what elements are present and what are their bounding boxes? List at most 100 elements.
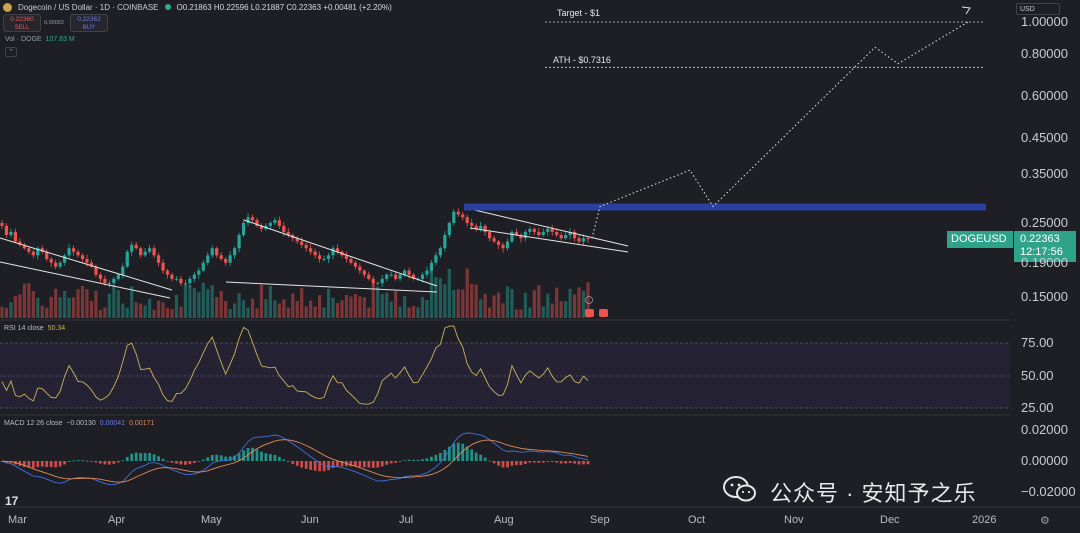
candle-body — [255, 220, 259, 226]
time-axis-tick: Sep — [590, 514, 610, 526]
volume-bar — [514, 309, 519, 318]
candle-body — [586, 238, 590, 240]
candle-body — [107, 283, 111, 285]
volume-bar — [89, 300, 94, 318]
price-axis-tick: 0.60000 — [1021, 88, 1068, 104]
macd-histogram-bar — [152, 454, 156, 461]
rsi-axis-tick: 75.00 — [1021, 335, 1054, 350]
macd-histogram-bar — [403, 460, 406, 462]
macd-histogram-bar — [139, 453, 143, 461]
currency-selector[interactable]: USD — [1016, 3, 1060, 15]
macd-histogram-bar — [49, 461, 53, 468]
candle-body — [71, 248, 76, 252]
rsi-legend[interactable]: RSI 14 close 50.34 — [4, 325, 65, 332]
volume-bar — [98, 309, 103, 318]
candle-body — [89, 262, 94, 267]
candle-body — [546, 228, 550, 232]
macd-histogram-bar — [555, 461, 559, 463]
candle-body — [121, 266, 125, 275]
candle-body — [367, 274, 371, 279]
last-price-tag: 0.22363 12:17:56 — [1014, 231, 1076, 262]
macd-histogram-bar — [72, 460, 75, 462]
macd-histogram-bar — [483, 457, 487, 461]
macd-histogram-bar — [407, 459, 411, 461]
candle-body — [286, 231, 290, 236]
volume-bar — [487, 307, 492, 318]
volume-bar — [532, 290, 536, 318]
trendline — [225, 281, 438, 293]
trendline — [465, 207, 629, 247]
volume-label: Vol · DOGE — [5, 36, 42, 43]
macd-axis-tick: −0.02000 — [1021, 484, 1076, 499]
price-axis-tick: 0.19000 — [1021, 254, 1068, 270]
macd-histogram-bar — [304, 461, 308, 469]
candle-body — [179, 278, 183, 284]
volume-legend[interactable]: Vol · DOGE 107.63 M — [5, 36, 75, 43]
trendline — [469, 227, 629, 253]
macd-histogram-bar — [116, 461, 120, 463]
volume-bar — [210, 285, 214, 318]
candle-body — [49, 258, 53, 263]
ath-annotation[interactable]: ATH - $0.7316 — [553, 55, 611, 65]
candle-body — [40, 248, 44, 252]
volume-bar — [85, 289, 89, 318]
volume-bar — [13, 296, 18, 318]
macd-histogram-bar — [282, 459, 286, 461]
candle-body — [394, 274, 398, 279]
settings-gear-icon[interactable]: ⚙ — [1040, 515, 1050, 527]
candle-body — [470, 222, 474, 226]
candle-body — [344, 255, 349, 259]
candle-body — [224, 258, 228, 263]
volume-bar — [130, 286, 134, 318]
ohlc-values: O0.21863 H0.22596 L0.21887 C0.22363 +0.0… — [176, 2, 392, 12]
sell-button[interactable]: 0.22360 SELL — [3, 14, 41, 32]
macd-histogram-bar — [447, 446, 451, 461]
sell-price: 0.22360 — [10, 16, 34, 23]
symbol-price-tag: DOGEUSD — [947, 231, 1013, 248]
price-axis-tick: 0.25000 — [1021, 214, 1068, 230]
macd-histogram-bar — [175, 461, 178, 464]
macd-histogram-bar — [295, 461, 299, 466]
volume-bar — [429, 268, 434, 318]
macd-histogram-bar — [358, 461, 362, 467]
macd-histogram-bar — [340, 461, 344, 467]
volume-bar — [273, 300, 277, 318]
macd-legend[interactable]: MACD 12 26 close −0.00130 0.00041 0.00171 — [4, 420, 154, 427]
candle-body — [385, 274, 389, 279]
volume-bar — [425, 299, 429, 318]
tradingview-logo-icon[interactable]: 17 — [5, 494, 19, 508]
macd-histogram-bar — [492, 461, 496, 464]
macd-histogram-bar — [541, 461, 545, 463]
volume-bar — [313, 306, 317, 318]
candle-body — [268, 222, 272, 226]
target-annotation[interactable]: Target - $1 — [557, 8, 601, 18]
buy-button[interactable]: 0.22362 BUY — [70, 14, 108, 32]
candle-body — [564, 235, 568, 239]
candle-body — [94, 266, 98, 275]
volume-bar — [67, 297, 71, 318]
candle-body — [505, 241, 510, 249]
macd-histogram-bar — [300, 461, 304, 468]
macd-histogram-bar — [313, 461, 317, 471]
macd-histogram-bar — [134, 452, 138, 461]
candle-body — [241, 222, 246, 236]
candle-body — [36, 248, 40, 256]
symbol-title[interactable]: Dogecoin / US Dollar · 1D · COINBASE — [18, 2, 159, 12]
volume-bar — [268, 286, 272, 318]
macd-histogram-bar — [237, 453, 241, 461]
collapse-chevron-icon[interactable]: ⌃ — [5, 47, 17, 57]
volume-bar — [63, 290, 67, 318]
macd-histogram-bar — [210, 454, 214, 461]
macd-histogram-bar — [412, 459, 415, 461]
volume-bar — [309, 300, 313, 318]
candle-body — [322, 258, 326, 260]
volume-bar — [241, 300, 246, 318]
candle-body — [18, 241, 22, 245]
macd-histogram-bar — [532, 461, 536, 463]
volume-bar — [385, 292, 389, 318]
macd-histogram-bar — [394, 461, 398, 463]
candle-body — [63, 255, 67, 263]
buy-price: 0.22362 — [77, 16, 101, 23]
